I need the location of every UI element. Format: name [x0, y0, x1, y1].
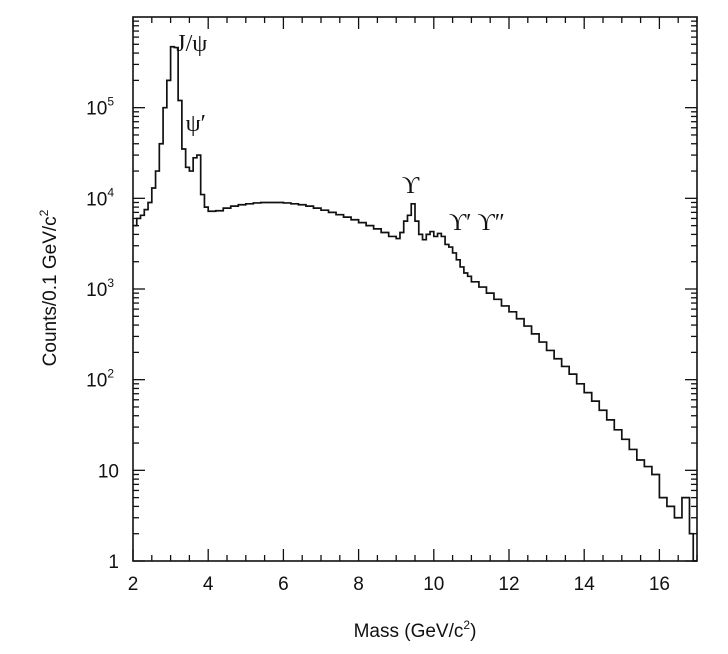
x-tick-label: 6 — [278, 574, 289, 595]
x-tick-label: 12 — [498, 574, 519, 595]
x-tick-label: 14 — [574, 574, 596, 595]
resonance-annotation: ϒ — [402, 173, 420, 199]
x-tick-label: 2 — [128, 574, 139, 595]
resonance-annotation: ϒ′ ϒ″ — [449, 210, 505, 236]
y-tick-label: 102 — [86, 367, 114, 392]
x-tick-label: 16 — [649, 574, 670, 595]
x-tick-label: 8 — [353, 574, 364, 595]
y-tick-label: 103 — [86, 276, 114, 301]
histogram-series-line — [133, 45, 697, 562]
y-tick-label: 10 — [98, 461, 119, 482]
resonance-annotation: J/ψ — [176, 31, 207, 57]
y-tick-label: 105 — [86, 95, 114, 120]
y-tick-label: 1 — [108, 552, 119, 573]
tick-layer — [132, 17, 698, 562]
x-tick-label: 10 — [423, 574, 444, 595]
y-axis-title: Counts/0.1 GeV/c2 — [37, 209, 61, 366]
x-axis-title: Mass (GeV/c2) — [354, 618, 477, 642]
series-layer — [133, 45, 697, 562]
resonance-annotation: ψ′ — [186, 111, 206, 137]
x-tick-label: 4 — [203, 574, 214, 595]
y-tick-label: 104 — [86, 185, 114, 210]
label-layer: 2 4 6 8 10 12 14 16 1 10 102 103 104 105 J/ψ ψ′ ϒ ϒ′ ϒ″ — [86, 31, 670, 595]
